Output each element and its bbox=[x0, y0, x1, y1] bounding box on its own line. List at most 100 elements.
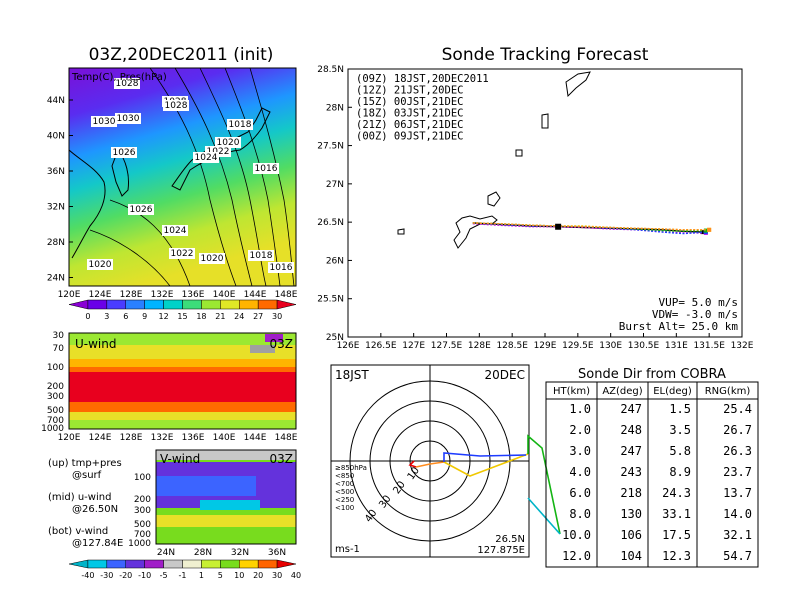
map-lon-tick: 124E bbox=[89, 290, 112, 300]
polar-lat: 26.5N bbox=[495, 534, 525, 545]
temp-colorbar-swatch bbox=[68, 299, 89, 310]
temp-colorbar-swatch bbox=[125, 299, 145, 310]
vwind-x-ticks: 24N 28N 32N 36N bbox=[157, 548, 286, 558]
uwind-purple-patch bbox=[265, 334, 283, 342]
amami-coastline bbox=[487, 191, 501, 207]
track-end-marker bbox=[700, 230, 705, 235]
track-series-line bbox=[472, 222, 710, 231]
uwind-band-lower-orange bbox=[69, 402, 296, 412]
table-header: AZ(deg) bbox=[602, 386, 642, 397]
pressure-legend-entry: <700 bbox=[335, 480, 354, 488]
table-cell: 104 bbox=[620, 549, 642, 563]
track-lon-tick: 130E bbox=[599, 341, 622, 351]
vwind-x-tick: 32N bbox=[231, 548, 249, 558]
wind-colorbar-swatch bbox=[87, 559, 108, 569]
isobar-label-bg bbox=[163, 100, 189, 111]
uwind-x-tick: 148E bbox=[275, 433, 298, 443]
track-lat-tick: 28.5N bbox=[317, 65, 344, 75]
table-cell: 8.9 bbox=[669, 465, 691, 479]
table-title: Sonde Dir from COBRA bbox=[578, 367, 726, 382]
temp-colorbar-label: 30 bbox=[272, 312, 282, 321]
temp-colorbar-swatch bbox=[201, 299, 221, 310]
note-line4: @26.50N bbox=[72, 504, 118, 515]
table-cell: 3.5 bbox=[669, 423, 691, 437]
isobar-label-bg bbox=[227, 119, 253, 130]
note-line2: @surf bbox=[72, 470, 102, 481]
uwind-y-tick: 300 bbox=[47, 392, 64, 402]
track-lon-tick: 129.5E bbox=[562, 341, 594, 351]
tracking-panel: Sonde Tracking Forecast 28.5N 28N 27.5N 27N… bbox=[317, 45, 754, 351]
track-lon-tick: 127.5E bbox=[431, 341, 463, 351]
wind-colorbar-label: 1 bbox=[199, 571, 204, 580]
track-lon-tick: 126E bbox=[337, 341, 360, 351]
isobar-label: 1028 bbox=[116, 79, 139, 89]
track-legend-entry: (18Z) 03JST,21DEC bbox=[356, 108, 463, 120]
wind-colorbar-label: -5 bbox=[160, 571, 168, 580]
wind-colorbar-label: -40 bbox=[81, 571, 94, 580]
uwind-band-jet bbox=[69, 372, 296, 402]
track-lon-tick: 131E bbox=[665, 341, 688, 351]
temp-colorbar-label: 15 bbox=[177, 312, 187, 321]
wind-colorbar-swatch bbox=[68, 559, 89, 569]
table-border bbox=[545, 381, 759, 568]
uwind-y-tick: 30 bbox=[53, 331, 65, 341]
isobar-label-bg bbox=[248, 250, 274, 261]
polar-ring-label: 20 bbox=[392, 479, 408, 496]
vwind-label: V-wind bbox=[160, 452, 200, 466]
map-lon-tick: 128E bbox=[120, 290, 143, 300]
table-cell: 8.0 bbox=[569, 507, 591, 521]
wind-colorbar-label: -30 bbox=[100, 571, 113, 580]
temp-colorbar-label: 27 bbox=[253, 312, 263, 321]
map-lon-tick: 144E bbox=[244, 290, 267, 300]
table-cell: 2.0 bbox=[569, 423, 591, 437]
table-cell: 130 bbox=[620, 507, 642, 521]
vwind-yellow-band bbox=[156, 515, 296, 527]
isobar-label: 1024 bbox=[195, 153, 218, 163]
vwind-x-tick: 24N bbox=[157, 548, 175, 558]
param-burst: Burst Alt= 25.0 km bbox=[619, 320, 739, 333]
table-cell: 54.7 bbox=[723, 549, 752, 563]
tracking-title: Sonde Tracking Forecast bbox=[442, 45, 649, 65]
uwind-band-lower-yellow bbox=[69, 412, 296, 420]
temp-colorbar-swatch bbox=[144, 299, 164, 310]
vwind-frame bbox=[155, 449, 297, 545]
uwind-x-tick: 140E bbox=[213, 433, 236, 443]
uwind-x-ticks: 120E 124E 128E 132E 136E 140E 144E 148E bbox=[58, 433, 298, 443]
wind-colorbar-swatch bbox=[239, 559, 259, 569]
isobar-label: 1016 bbox=[255, 164, 278, 174]
small-island-2 bbox=[397, 228, 405, 235]
temp-colorbar-label: 3 bbox=[104, 312, 109, 321]
temp-colorbar-swatch bbox=[106, 299, 126, 310]
okinawa-coastline bbox=[453, 215, 498, 249]
table-cell: 218 bbox=[620, 486, 642, 500]
wind-colorbar-label: 30 bbox=[272, 571, 282, 580]
isobar-label-bg bbox=[253, 163, 279, 174]
temp-colorbar-label: 6 bbox=[123, 312, 128, 321]
side-notes: (up) tmp+pres @surf (mid) u-wind @26.50N… bbox=[48, 458, 123, 549]
table-grid: HT(km) AZ(deg) EL(deg) RNG(km) 1.0 247 1.5 25.4… bbox=[545, 381, 759, 568]
table-cell: 243 bbox=[620, 465, 642, 479]
track-lat-ticks: 28.5N 28N 27.5N 27N 26.5N 26N 25.5N 25N bbox=[317, 65, 352, 343]
isobar-label: 1018 bbox=[250, 251, 273, 261]
pressure-legend-entry: <500 bbox=[335, 488, 354, 496]
temp-colorbar-swatch bbox=[163, 299, 183, 310]
temp-colorbar: 0 3 6 9 12 15 18 21 24 27 30 bbox=[68, 299, 297, 321]
map-lat-ticks: 44N 40N 36N 32N 28N 24N bbox=[47, 96, 73, 284]
isobar-label: 1020 bbox=[201, 254, 224, 264]
note-line3: (mid) u-wind bbox=[48, 492, 111, 503]
temp-colorbar-swatch bbox=[182, 299, 202, 310]
uwind-y-tick: 500 bbox=[47, 406, 64, 416]
isobar-label: 1026 bbox=[113, 148, 136, 158]
track-legend-entry: (15Z) 00JST,21DEC bbox=[356, 96, 463, 108]
wind-colorbar-swatch bbox=[125, 559, 145, 569]
track-lat-tick: 27.5N bbox=[317, 142, 344, 152]
pressure-legend-entry: ≥850hPa bbox=[335, 464, 367, 472]
track-lon-tick: 128E bbox=[468, 341, 491, 351]
kikai-coastline bbox=[541, 113, 549, 129]
map-lon-tick: 148E bbox=[275, 290, 298, 300]
table-cell: 1.0 bbox=[569, 402, 591, 416]
track-lon-tick: 131.5E bbox=[693, 341, 725, 351]
temp-colorbar-label: 12 bbox=[158, 312, 168, 321]
wind-colorbar-label: -20 bbox=[119, 571, 132, 580]
